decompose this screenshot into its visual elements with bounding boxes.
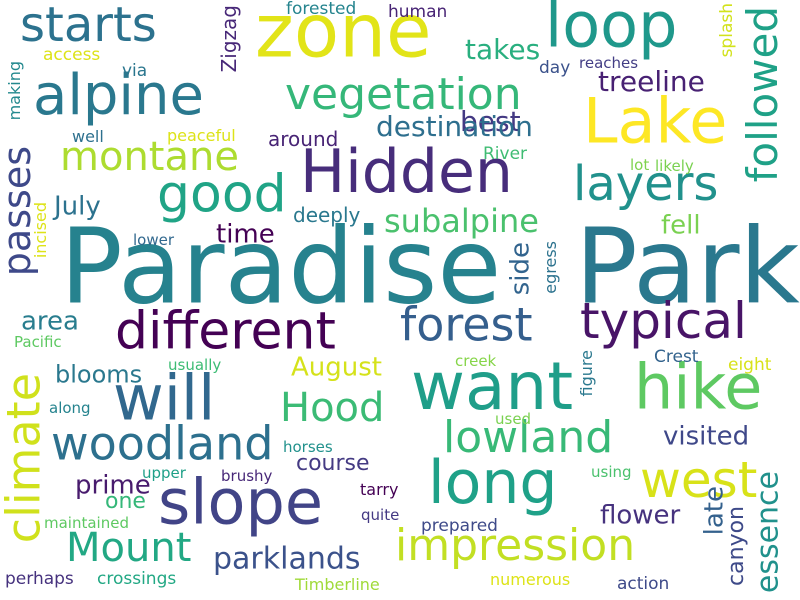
word-eight: eight	[728, 355, 772, 375]
word-splash: splash	[717, 3, 737, 57]
word-followed: followed	[738, 6, 787, 182]
word-blooms: blooms	[55, 361, 142, 389]
word-course: course	[296, 451, 370, 476]
word-late: late	[699, 486, 729, 535]
word-different: different	[115, 302, 336, 362]
word-starts: starts	[20, 0, 157, 53]
word-lowland: lowland	[443, 412, 613, 463]
word-action: action	[617, 574, 669, 594]
word-vegetation: vegetation	[285, 69, 522, 120]
word-creek: creek	[455, 352, 497, 370]
word-woodland: woodland	[51, 416, 273, 470]
word-want: want	[411, 348, 573, 425]
word-paradise: Paradise	[60, 206, 501, 328]
word-deeply: deeply	[293, 203, 361, 227]
word-via: via	[122, 61, 147, 81]
word-along: along	[49, 399, 91, 417]
word-parklands: parklands	[213, 542, 361, 577]
word-zone: zone	[255, 0, 432, 74]
word-pacific: Pacific	[14, 333, 62, 351]
word-typical: typical	[580, 292, 747, 350]
word-canyon: canyon	[724, 506, 749, 586]
word-lake: Lake	[583, 84, 727, 157]
word-using: using	[591, 463, 632, 481]
word-prime: prime	[75, 470, 151, 500]
word-passes: passes	[0, 146, 39, 276]
word-hike: hike	[634, 350, 762, 423]
word-subalpine: subalpine	[384, 202, 539, 240]
word-used: used	[495, 410, 531, 428]
word-alpine: alpine	[33, 63, 204, 128]
word-july: July	[52, 191, 101, 221]
word-best: best	[460, 105, 521, 138]
word-around: around	[268, 127, 338, 151]
word-reaches: reaches	[579, 54, 638, 72]
word-will: will	[113, 361, 215, 434]
word-essence: essence	[751, 471, 786, 593]
word-river: River	[483, 144, 527, 164]
word-zigzag: Zigzag	[217, 5, 241, 72]
word-day: day	[539, 58, 570, 78]
word-crest: Crest	[654, 347, 699, 367]
word-brushy: brushy	[221, 467, 273, 485]
word-slope: slope	[158, 465, 323, 538]
word-perhaps: perhaps	[5, 569, 74, 589]
word-lot: lot	[630, 156, 649, 174]
word-one: one	[105, 489, 146, 514]
word-incised: incised	[31, 202, 50, 258]
word-august: August	[291, 352, 382, 382]
word-side: side	[505, 242, 535, 295]
word-destination: destination	[376, 110, 533, 143]
word-figure: figure	[577, 350, 596, 396]
word-visited: visited	[663, 421, 749, 451]
word-mount: Mount	[66, 525, 191, 571]
word-horses: horses	[283, 438, 333, 456]
word-takes: takes	[465, 33, 540, 66]
word-upper: upper	[142, 464, 187, 482]
word-access: access	[43, 45, 100, 65]
word-maintained: maintained	[44, 514, 129, 532]
word-forested: forested	[286, 0, 356, 19]
word-loop: loop	[545, 0, 677, 61]
word-prepared: prepared	[421, 516, 498, 536]
word-montane: montane	[60, 134, 239, 180]
word-numerous: numerous	[490, 570, 570, 589]
word-area: area	[21, 306, 79, 336]
word-long: long	[428, 448, 558, 518]
word-human: human	[388, 2, 447, 22]
word-climate: climate	[0, 373, 50, 543]
word-treeline: treeline	[598, 65, 705, 98]
word-west: west	[640, 451, 757, 509]
word-well: well	[72, 127, 104, 146]
word-likely: likely	[655, 157, 694, 175]
word-layers: layers	[573, 156, 718, 212]
word-quite: quite	[361, 506, 399, 524]
word-park: Park	[575, 206, 800, 328]
word-forest: forest	[400, 297, 533, 351]
word-making: making	[5, 61, 24, 120]
word-time: time	[216, 219, 275, 249]
word-hidden: Hidden	[300, 137, 513, 207]
word-good: good	[157, 165, 287, 225]
word-peaceful: peaceful	[167, 126, 236, 145]
word-timberline: Timberline	[294, 575, 380, 594]
word-tarry: tarry	[360, 480, 398, 499]
word-fell: fell	[661, 210, 701, 240]
word-crossings: crossings	[97, 569, 176, 589]
word-egress: egress	[541, 241, 560, 294]
word-flower: flower	[600, 500, 681, 530]
word-hood: Hood	[280, 385, 384, 431]
word-impression: impression	[395, 520, 635, 571]
word-usually: usually	[168, 356, 221, 374]
word-lower: lower	[133, 231, 175, 249]
